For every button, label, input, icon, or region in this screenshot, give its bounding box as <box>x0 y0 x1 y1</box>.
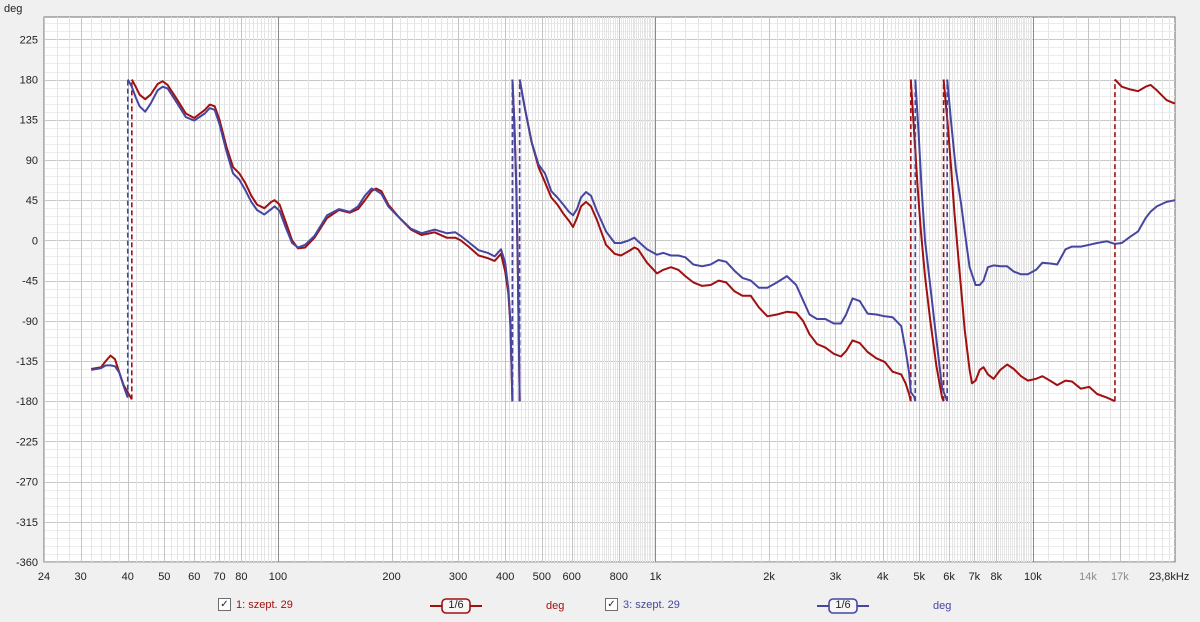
y-tick-label: -270 <box>16 477 38 489</box>
y-tick-label: 135 <box>20 115 38 127</box>
x-tick-label: 3k <box>830 571 842 583</box>
y-tick-label: -315 <box>16 517 38 529</box>
series-segment <box>518 79 912 402</box>
x-tick-label: 400 <box>496 571 514 583</box>
x-tick-label: 500 <box>533 571 551 583</box>
legend-entry-series-1[interactable]: ✓ 1: szept. 29 <box>218 598 293 611</box>
legend-entry-series-3[interactable]: ✓ 3: szept. 29 <box>605 598 680 611</box>
x-tick-label: 2k <box>763 571 775 583</box>
y-tick-label: -135 <box>16 356 38 368</box>
x-tick-label: 6k <box>943 571 955 583</box>
y-tick-label: -225 <box>16 436 38 448</box>
series-3-unit: deg <box>933 600 952 612</box>
x-tick-label: 50 <box>158 571 170 583</box>
series-segment <box>126 79 514 402</box>
series-segment <box>91 354 133 400</box>
plot-area <box>91 78 1176 403</box>
x-tick-label: 8k <box>990 571 1002 583</box>
series-3-smoothing-label: 1/6 <box>835 599 851 611</box>
series-segment <box>91 364 129 398</box>
x-tick-label: 5k <box>913 571 925 583</box>
legend: ✓ 1: szept. 29 1/6 deg ✓ 3: szept. 29 1/… <box>0 596 1200 618</box>
x-tick-label: 60 <box>188 571 200 583</box>
series-2-line <box>91 79 1176 402</box>
series-segment <box>942 79 1116 403</box>
y-tick-label: -45 <box>22 276 38 288</box>
series-1-smoothing-control[interactable]: 1/6 <box>430 598 482 614</box>
y-tick-label: -360 <box>16 557 38 569</box>
y-tick-label: 90 <box>26 155 38 167</box>
series-1-smoothing-label: 1/6 <box>448 599 464 611</box>
x-tick-label: 40 <box>122 571 134 583</box>
x-tick-label: 30 <box>74 571 86 583</box>
phase-chart: 225 180 135 90 45 0 -45 -90 -135 -180 -225 -270 -315… <box>4 3 1189 583</box>
x-tick-label: 4k <box>877 571 889 583</box>
series-3-line-sample-icon <box>817 598 869 614</box>
x-tick-label: 24 <box>38 571 50 583</box>
series-segment <box>946 79 1176 286</box>
x-tick-label: 23,8kHz <box>1149 571 1189 583</box>
x-tick-label: 600 <box>562 571 580 583</box>
grid <box>43 16 1176 563</box>
series-segment <box>518 79 917 402</box>
series-1-line-sample-icon <box>430 598 482 614</box>
x-tick-label: 7k <box>969 571 981 583</box>
x-tick-label: 80 <box>235 571 247 583</box>
x-tick-label: 14k <box>1079 571 1097 583</box>
series-3-checkbox[interactable]: ✓ <box>605 598 618 611</box>
x-tick-label: 100 <box>269 571 287 583</box>
series-segment <box>914 79 949 402</box>
x-tick-label: 17k <box>1111 571 1129 583</box>
x-tick-label: 70 <box>213 571 225 583</box>
y-tick-label: 45 <box>26 195 38 207</box>
x-tick-label: 300 <box>449 571 467 583</box>
y-axis-unit-label: deg <box>4 3 22 15</box>
x-axis: 24 30 40 50 60 70 80 100 200 300 400 500 600 800 1k 2k 3… <box>38 571 1189 583</box>
y-tick-label: 0 <box>32 235 38 247</box>
series-1-unit: deg <box>546 600 565 612</box>
series-1-checkbox[interactable]: ✓ <box>218 598 231 611</box>
y-tick-label: -180 <box>16 396 38 408</box>
series-3-label[interactable]: 3: szept. 29 <box>623 598 680 611</box>
series-segment <box>511 79 521 402</box>
series-segment <box>1114 78 1176 105</box>
y-axis: 225 180 135 90 45 0 -45 -90 -135 -180 -225 -270 -315… <box>16 34 38 569</box>
x-tick-label: 10k <box>1024 571 1042 583</box>
series-1-label[interactable]: 1: szept. 29 <box>236 598 293 611</box>
y-tick-label: -90 <box>22 316 38 328</box>
x-tick-label: 1k <box>650 571 662 583</box>
x-tick-label: 200 <box>382 571 400 583</box>
y-tick-label: 225 <box>20 34 38 46</box>
series-3-smoothing-control[interactable]: 1/6 <box>817 598 869 614</box>
x-tick-label: 800 <box>610 571 628 583</box>
y-tick-label: 180 <box>20 75 38 87</box>
